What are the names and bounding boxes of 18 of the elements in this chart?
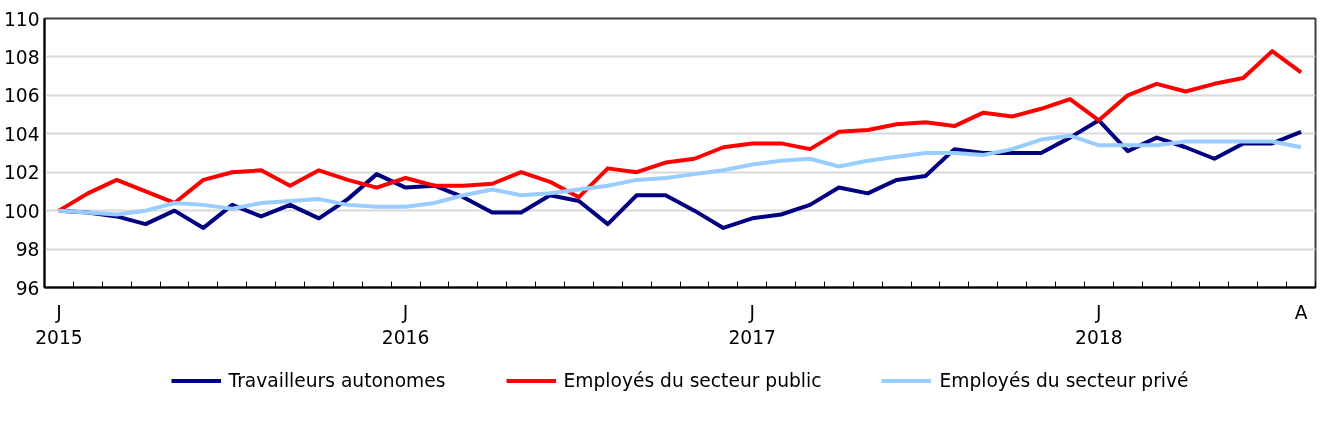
x-tick-label: J 2017 xyxy=(728,301,776,348)
y-tick-label: 102 xyxy=(3,162,40,184)
y-tick-label: 96 xyxy=(15,277,40,299)
y-tick-label: 100 xyxy=(3,200,40,222)
x-tick-label: J 2015 xyxy=(35,301,83,348)
x-tick-label: A xyxy=(1294,301,1308,323)
legend-label: Employés du secteur privé xyxy=(939,369,1189,391)
line-series xyxy=(56,49,1304,213)
line-series xyxy=(56,133,1304,217)
y-tick-label: 110 xyxy=(3,8,40,30)
legend-label: Employés du secteur public xyxy=(563,369,822,391)
legend-label: Travailleurs autonomes xyxy=(228,369,446,391)
y-tick-label: 104 xyxy=(3,123,40,145)
y-tick-label: 98 xyxy=(15,239,40,261)
y-tick-label: 106 xyxy=(3,85,40,107)
y-tick-label: 108 xyxy=(3,46,40,68)
x-tick-label: J 2018 xyxy=(1075,301,1123,348)
x-tick-label: J 2016 xyxy=(381,301,430,348)
